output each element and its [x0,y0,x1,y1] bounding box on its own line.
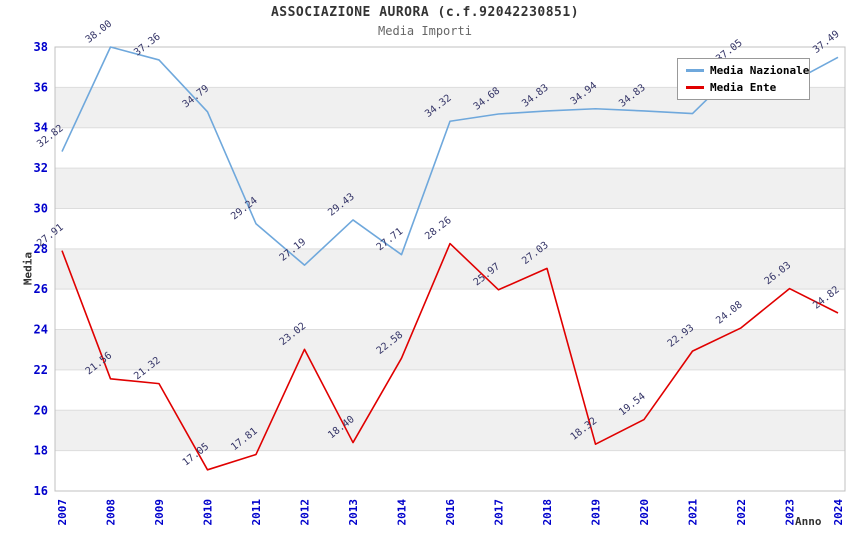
legend-line-swatch-red [686,86,704,89]
svg-text:28: 28 [34,242,48,256]
svg-text:2017: 2017 [493,499,506,526]
chart-subtitle: Media Importi [378,24,472,38]
svg-text:2020: 2020 [638,499,651,526]
chart-title: ASSOCIAZIONE AURORA (c.f.92042230851) [270,5,580,20]
legend: Media Nazionale Media Ente [677,58,810,100]
legend-line-swatch-blue [686,69,704,72]
svg-text:2008: 2008 [105,499,118,526]
legend-item-nazionale: Media Nazionale [686,64,809,77]
svg-text:2022: 2022 [735,499,748,526]
svg-text:2010: 2010 [202,499,215,526]
y-axis-title: Media [21,251,35,286]
svg-text:2016: 2016 [444,499,457,526]
svg-text:20: 20 [34,403,48,417]
svg-text:38.00: 38.00 [84,18,114,45]
svg-text:2018: 2018 [541,499,554,526]
svg-text:2024: 2024 [832,499,845,526]
svg-text:36: 36 [34,80,48,94]
svg-text:2012: 2012 [299,499,312,526]
svg-text:32: 32 [34,161,48,175]
svg-text:24: 24 [34,323,48,337]
svg-text:30: 30 [34,201,48,215]
svg-text:34: 34 [34,121,48,135]
svg-text:26: 26 [34,282,48,296]
legend-item-ente: Media Ente [686,81,809,94]
legend-label-nazionale: Media Nazionale [710,64,810,77]
svg-text:18: 18 [34,444,48,458]
svg-text:38: 38 [34,40,48,54]
legend-label-ente: Media Ente [710,81,777,94]
x-axis-title: Anno [795,515,822,528]
svg-text:2014: 2014 [396,499,409,526]
svg-text:16: 16 [34,484,48,498]
svg-text:2011: 2011 [250,499,263,526]
svg-text:2009: 2009 [153,499,166,526]
svg-text:22: 22 [34,363,48,377]
svg-text:2019: 2019 [590,499,603,526]
svg-text:2023: 2023 [784,499,797,526]
svg-text:2021: 2021 [687,499,700,526]
svg-text:2007: 2007 [56,499,69,526]
svg-text:2013: 2013 [347,499,360,526]
